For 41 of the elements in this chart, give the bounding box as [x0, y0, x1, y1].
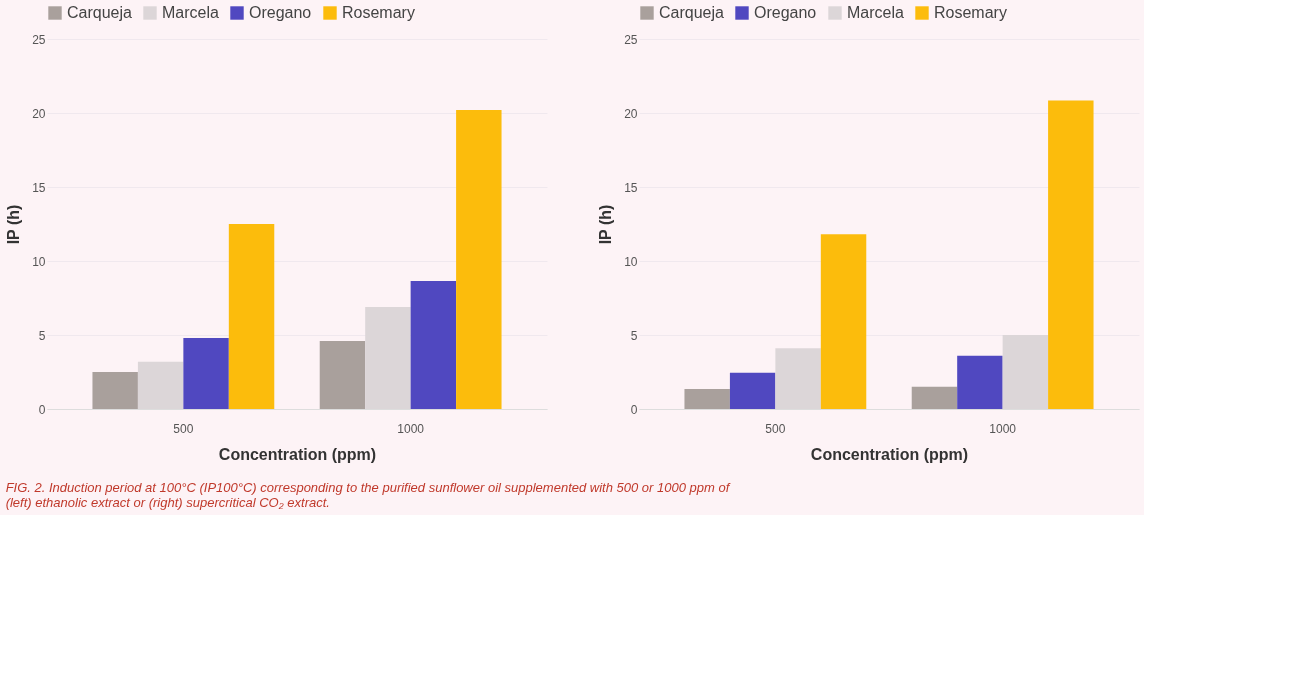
- x-tick-label: 500: [173, 421, 194, 436]
- bar: [456, 110, 502, 409]
- y-tick-label: 5: [630, 328, 638, 343]
- legend-label: Rosemary: [342, 4, 415, 21]
- bar: [957, 355, 1003, 409]
- caption: FIG. 2. Induction period at 100°C (IP100°C) corresponding to the purified sunflower oil supplemented with 500 or 1000 ppm of (left) ethanolic extract or (right) supercritical CO₂ extract.: [5, 480, 731, 510]
- y-axis-title: IP (h): [5, 204, 23, 245]
- x-axis-title: Concentration (ppm): [218, 445, 377, 463]
- legend-label: Carqueja: [659, 4, 725, 21]
- y-tick-label: 25: [32, 32, 46, 47]
- y-tick-label: 10: [624, 254, 638, 269]
- bar: [684, 389, 730, 409]
- y-tick-label: 0: [630, 402, 638, 417]
- y-tick-label: 5: [38, 328, 46, 343]
- x-tick-label: 1000: [989, 421, 1017, 436]
- bar: [1048, 100, 1094, 409]
- bar: [183, 337, 229, 409]
- legend-label: Oregano: [249, 4, 312, 21]
- bar: [820, 234, 867, 409]
- legend-label: Marcela: [162, 4, 220, 21]
- y-tick-label: 20: [32, 106, 46, 121]
- y-tick-label: 0: [38, 402, 46, 417]
- x-tick-label: 500: [765, 421, 786, 436]
- legend-label: Rosemary: [934, 4, 1007, 21]
- legend-label: Carqueja: [67, 4, 133, 21]
- bar: [228, 224, 275, 409]
- y-tick-label: 10: [32, 254, 46, 269]
- y-tick-label: 25: [624, 32, 638, 47]
- y-tick-label: 15: [32, 180, 46, 195]
- bar: [92, 372, 138, 409]
- bar: [319, 340, 366, 409]
- x-tick-label: 1000: [397, 421, 425, 436]
- bar: [410, 280, 457, 409]
- y-tick-label: 20: [624, 106, 638, 121]
- legend-label: Oregano: [754, 4, 817, 21]
- bar: [729, 372, 776, 409]
- x-axis-title: Concentration (ppm): [810, 445, 969, 463]
- y-axis-title: IP (h): [597, 204, 615, 245]
- bar: [911, 386, 958, 409]
- legend-label: Marcela: [847, 4, 905, 21]
- y-tick-label: 15: [624, 180, 638, 195]
